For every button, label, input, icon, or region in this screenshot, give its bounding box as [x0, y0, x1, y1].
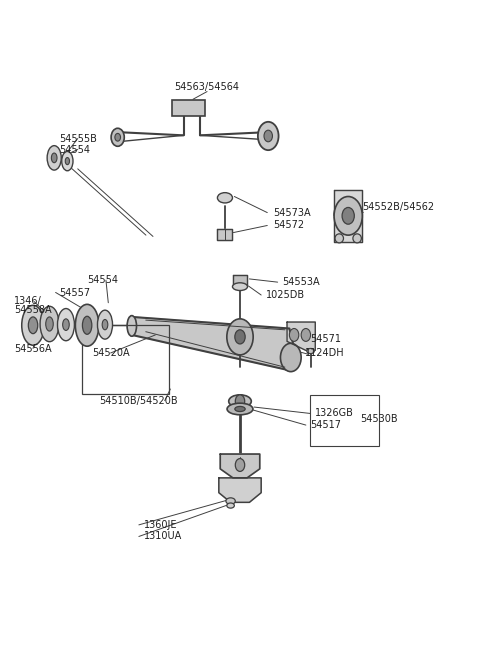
Text: 54556A: 54556A — [14, 344, 52, 354]
Text: 54555B: 54555B — [59, 133, 97, 144]
Text: 54557: 54557 — [59, 288, 90, 298]
Ellipse shape — [228, 395, 252, 408]
Text: 1360JE: 1360JE — [144, 520, 177, 530]
Text: 54563/54564: 54563/54564 — [175, 81, 240, 91]
Text: 1346/: 1346/ — [14, 296, 42, 306]
Text: 54517: 54517 — [311, 420, 342, 430]
Ellipse shape — [22, 306, 44, 345]
Ellipse shape — [51, 153, 57, 163]
Ellipse shape — [353, 234, 361, 243]
Circle shape — [301, 328, 311, 342]
Bar — [310, 396, 379, 445]
Text: 54554: 54554 — [59, 145, 90, 154]
Bar — [172, 100, 204, 116]
Circle shape — [227, 319, 253, 355]
Ellipse shape — [75, 304, 99, 346]
Text: 1310UA: 1310UA — [144, 532, 182, 541]
Ellipse shape — [97, 310, 112, 339]
Ellipse shape — [63, 319, 69, 330]
Ellipse shape — [58, 309, 74, 341]
Text: 54552B/54562: 54552B/54562 — [362, 202, 434, 212]
Text: 1025DB: 1025DB — [266, 290, 305, 300]
Circle shape — [280, 344, 301, 372]
Ellipse shape — [226, 498, 235, 505]
Circle shape — [334, 196, 362, 235]
Text: 54510B/54520B: 54510B/54520B — [99, 396, 178, 405]
Text: 54572: 54572 — [273, 221, 304, 231]
Ellipse shape — [235, 407, 245, 411]
Polygon shape — [219, 478, 261, 503]
Ellipse shape — [47, 146, 61, 170]
Ellipse shape — [65, 158, 70, 165]
Circle shape — [115, 133, 120, 141]
Ellipse shape — [28, 317, 38, 334]
Ellipse shape — [227, 503, 234, 508]
Ellipse shape — [232, 283, 248, 290]
Polygon shape — [217, 229, 232, 240]
Ellipse shape — [307, 348, 314, 353]
Ellipse shape — [102, 319, 108, 330]
Ellipse shape — [227, 403, 253, 415]
Circle shape — [111, 128, 124, 147]
Ellipse shape — [62, 152, 73, 171]
Text: 54520A: 54520A — [92, 348, 130, 358]
Polygon shape — [132, 317, 297, 371]
Polygon shape — [287, 322, 315, 350]
Text: 54530B: 54530B — [360, 415, 397, 424]
Ellipse shape — [335, 234, 344, 243]
Text: 54573A: 54573A — [273, 208, 311, 217]
Text: 54558A: 54558A — [14, 306, 52, 315]
Ellipse shape — [83, 316, 92, 334]
Text: 1124DH: 1124DH — [305, 348, 345, 358]
Circle shape — [342, 208, 354, 224]
Polygon shape — [233, 275, 247, 284]
Text: 1326GB: 1326GB — [315, 409, 354, 419]
Ellipse shape — [217, 193, 232, 203]
Polygon shape — [334, 190, 362, 242]
Text: 54554: 54554 — [87, 275, 118, 285]
Circle shape — [235, 330, 245, 344]
Circle shape — [235, 459, 245, 472]
Bar — [83, 325, 169, 394]
Text: 54553A: 54553A — [282, 277, 320, 287]
Circle shape — [264, 130, 273, 142]
Circle shape — [235, 395, 245, 408]
Ellipse shape — [40, 306, 59, 342]
Ellipse shape — [127, 315, 136, 336]
Circle shape — [289, 328, 299, 342]
Ellipse shape — [46, 317, 53, 331]
Circle shape — [258, 122, 278, 150]
Text: 54571: 54571 — [311, 334, 342, 344]
Polygon shape — [220, 454, 260, 478]
